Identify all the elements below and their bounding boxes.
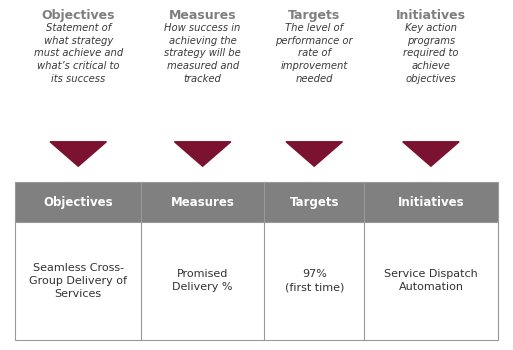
Text: Service Dispatch
Automation: Service Dispatch Automation [384,269,478,293]
Polygon shape [50,142,107,166]
Text: Measures: Measures [169,9,236,22]
Text: The level of
performance or
rate of
improvement
needed: The level of performance or rate of impr… [275,23,353,84]
Text: Seamless Cross-
Group Delivery of
Services: Seamless Cross- Group Delivery of Servic… [29,262,127,299]
Text: Promised
Delivery %: Promised Delivery % [172,269,233,293]
Text: Objectives: Objectives [42,9,115,22]
Polygon shape [286,142,343,166]
Polygon shape [174,142,231,166]
Text: How success in
achieving the
strategy will be
measured and
tracked: How success in achieving the strategy wi… [164,23,241,84]
Text: Initiatives: Initiatives [398,196,464,209]
Text: Targets: Targets [289,196,339,209]
Text: Objectives: Objectives [44,196,113,209]
Polygon shape [403,142,459,166]
Bar [15,182,498,340]
Text: Key action
programs
required to
achieve
objectives: Key action programs required to achieve … [403,23,459,84]
Text: Statement of
what strategy
must achieve and
what’s critical to
its success: Statement of what strategy must achieve … [34,23,123,84]
Text: Initiatives: Initiatives [396,9,466,22]
Text: Measures: Measures [171,196,234,209]
Bar [15,182,498,222]
Text: Targets: Targets [288,9,340,22]
Text: 97%
(first time): 97% (first time) [285,269,344,293]
